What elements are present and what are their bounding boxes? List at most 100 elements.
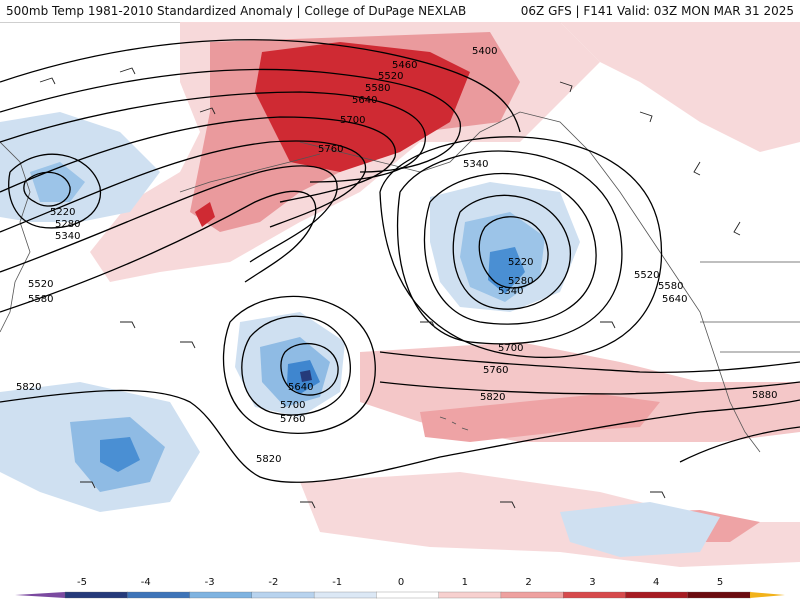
scale-tick-label: -1	[332, 577, 343, 588]
contour-goa-5340	[423, 173, 597, 325]
cool-anomaly-southwest-core	[100, 437, 140, 472]
contour-west-low-inner	[23, 171, 71, 207]
wind-barb	[180, 341, 196, 349]
contour-label: 5340	[55, 231, 80, 242]
wind-barb	[650, 491, 666, 499]
coastlines	[0, 111, 800, 453]
scale-tick-label: 2	[525, 577, 532, 588]
warm-anomaly-strong	[255, 42, 470, 172]
scale-segment	[687, 591, 751, 599]
wind-barb	[300, 501, 316, 509]
warm-anomaly-light-east	[560, 22, 800, 152]
contour-label: 5700	[498, 343, 523, 354]
contour-label: 5820	[480, 392, 505, 403]
anomaly-color-scale: -5 -4 -3 -2 -1 0 1 2 3 4 5	[0, 575, 800, 600]
contour-label: 5640	[662, 294, 687, 305]
contour-label: 5700	[280, 400, 305, 411]
contour-label: 5400	[472, 46, 497, 57]
wind-barb	[733, 221, 741, 236]
scale-segment	[189, 591, 253, 599]
wind-barb	[199, 107, 216, 115]
wind-barb	[420, 321, 436, 329]
contour-label: 5280	[55, 219, 80, 230]
contour-label: 5640	[352, 95, 377, 106]
scale-tick-label: 0	[397, 577, 405, 588]
warm-anomaly-streak-2	[420, 394, 660, 442]
hawaii	[439, 416, 469, 431]
contour-label: 5340	[498, 286, 523, 297]
wind-barb	[639, 111, 653, 123]
us-borders	[700, 261, 800, 353]
scale-segment	[376, 591, 440, 599]
contour-goa-5520	[379, 136, 663, 359]
contour-5520	[0, 91, 426, 183]
contour-5580	[0, 116, 397, 203]
wind-barb	[119, 67, 136, 75]
scale-tick-label: 1	[461, 577, 468, 588]
scale-segment	[625, 591, 689, 599]
map-panel: 5400 5460 5520 5580 5640 5700 5760 5220 …	[0, 22, 800, 567]
color-scale-bar	[15, 591, 785, 599]
scale-segment	[313, 591, 378, 599]
contour-5640	[0, 140, 367, 233]
scale-tick-label: 3	[589, 577, 596, 588]
contour-label: 5460	[392, 60, 417, 71]
scale-tick-label: 4	[653, 577, 660, 588]
scale-segment	[563, 591, 627, 599]
scale-segments	[15, 591, 785, 599]
contour-label: 5700	[340, 115, 365, 126]
contour-label: 5340	[463, 159, 488, 170]
wind-barb	[39, 77, 56, 85]
contour-5760	[0, 190, 317, 313]
wind-barbs	[39, 67, 741, 509]
contour-label: 5520	[378, 71, 403, 82]
scale-tick-label: -5	[77, 577, 87, 588]
contour-label: 5220	[508, 257, 533, 268]
cool-anomaly-goa-core	[488, 247, 525, 294]
scale-arrow-low	[15, 592, 65, 598]
contour-label: 5760	[280, 414, 305, 425]
height-contours	[0, 39, 800, 483]
product-title: 500mb Temp 1981-2010 Standardized Anomal…	[6, 4, 467, 18]
contour-label: 5820	[256, 454, 281, 465]
anomaly-shading	[0, 22, 800, 567]
contour-5700	[0, 165, 338, 273]
contour-west-low-outer	[8, 153, 101, 229]
scale-tick-label: -3	[204, 577, 215, 588]
contour-label: 5580	[365, 83, 390, 94]
contour-goa-5220	[478, 216, 549, 289]
scale-tick-label: -2	[268, 577, 279, 588]
contour-cutoff-5700	[241, 315, 351, 416]
wind-barb	[559, 81, 573, 93]
contour-label: 5580	[28, 294, 53, 305]
contour-5880	[679, 426, 800, 463]
asia-coast	[0, 141, 31, 333]
contour-cutoff-5760	[222, 295, 376, 434]
contour-5460	[0, 68, 461, 173]
contour-label: 5760	[318, 144, 343, 155]
contour-label: 5520	[634, 270, 659, 281]
scale-tick-label: -4	[140, 577, 151, 588]
cool-anomaly-cutoff-center	[300, 370, 312, 382]
contour-label: 5280	[508, 276, 533, 287]
wind-barb	[693, 161, 701, 176]
contour-label: 5880	[752, 390, 777, 401]
contour-cutoff-5640	[280, 342, 339, 396]
aleutian-chain	[179, 153, 321, 193]
contour-label: 5640	[288, 382, 313, 393]
wind-barb	[120, 321, 136, 329]
wind-barb	[80, 481, 96, 489]
contour-labels: 5400 5460 5520 5580 5640 5700 5760 5220 …	[16, 46, 777, 465]
contour-label: 5580	[658, 281, 683, 292]
wind-barb	[600, 321, 616, 329]
scale-segment	[438, 591, 502, 599]
title-bar: 500mb Temp 1981-2010 Standardized Anomal…	[0, 0, 800, 23]
scale-segment	[64, 591, 128, 599]
cool-anomaly-southeast	[560, 502, 720, 557]
scale-tick-label: 5	[716, 577, 724, 588]
scale-arrow-high	[750, 592, 785, 598]
run-valid-time: 06Z GFS | F141 Valid: 03Z MON MAR 31 202…	[520, 4, 794, 18]
wind-barb	[500, 501, 516, 509]
contour-label: 5520	[28, 279, 53, 290]
contour-5820-west	[0, 389, 800, 483]
